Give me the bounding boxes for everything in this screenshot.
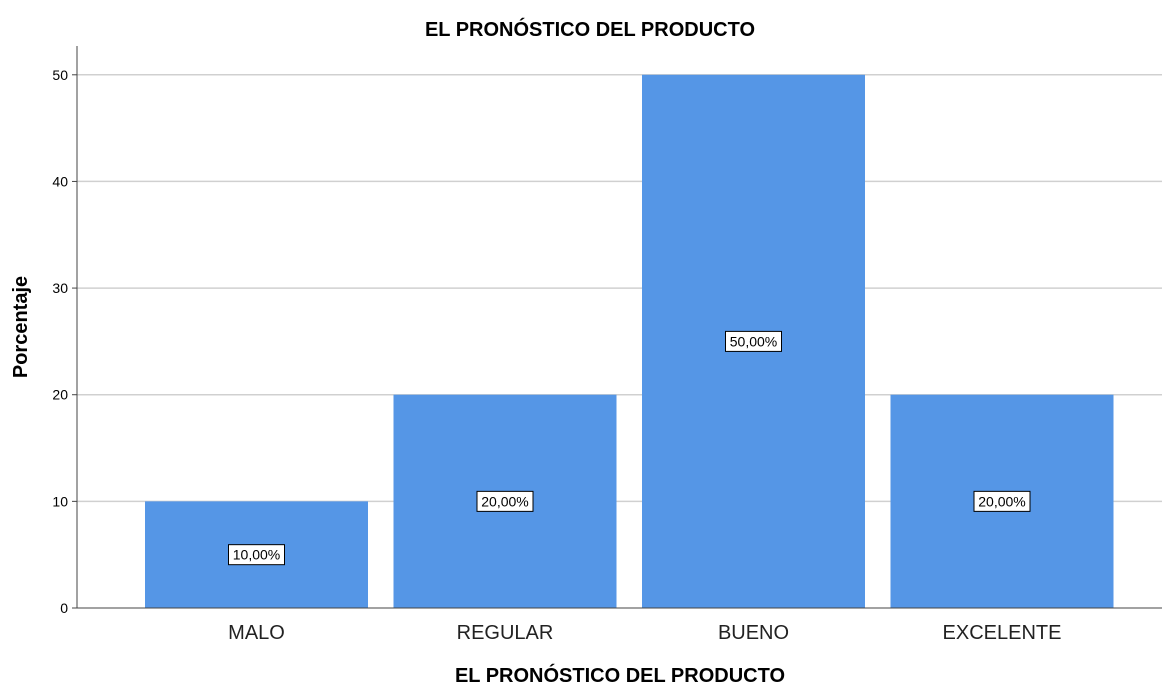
y-tick-label: 0 <box>60 600 68 616</box>
x-tick-labels: MALO REGULAR BUENO EXCELENTE <box>228 622 1061 644</box>
axes <box>76 46 1162 609</box>
chart-title: EL PRONÓSTICO DEL PRODUCTO <box>425 17 755 41</box>
y-tick-label: 50 <box>52 67 68 83</box>
x-tick-label: REGULAR <box>457 622 554 644</box>
y-axis-title: Porcentaje <box>10 276 32 378</box>
data-label: 20,00% <box>978 493 1025 509</box>
data-label-box <box>973 490 1031 512</box>
x-tick-label: EXCELENTE <box>943 622 1062 644</box>
data-label-box <box>725 330 782 352</box>
x-tick-label: BUENO <box>718 622 789 644</box>
data-label: 20,00% <box>481 493 528 509</box>
data-label: 50,00% <box>730 333 777 349</box>
y-tick-label: 10 <box>52 493 68 509</box>
y-tick-labels: 0 10 20 30 40 50 <box>52 67 77 616</box>
data-label: 10,00% <box>233 547 280 563</box>
data-label-box <box>228 544 285 566</box>
y-tick-label: 40 <box>52 173 68 189</box>
y-tick-label: 30 <box>52 280 68 296</box>
y-tick-label: 20 <box>52 387 68 403</box>
x-axis-title: EL PRONÓSTICO DEL PRODUCTO <box>455 663 785 686</box>
x-tick-label: MALO <box>228 622 285 644</box>
bars <box>145 74 1114 609</box>
data-labels: 10,00% 20,00% 50,00% 20,00% <box>228 330 1031 566</box>
data-label-box <box>476 490 534 512</box>
